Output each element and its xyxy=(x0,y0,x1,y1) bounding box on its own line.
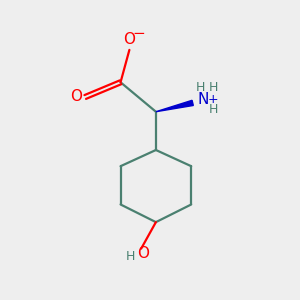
Text: O: O xyxy=(123,32,135,47)
Polygon shape xyxy=(156,100,193,112)
Text: +: + xyxy=(208,93,219,106)
Text: H: H xyxy=(209,81,219,94)
Text: O: O xyxy=(136,246,148,261)
Text: H: H xyxy=(208,103,218,116)
Text: −: − xyxy=(132,26,145,41)
Text: H: H xyxy=(126,250,136,262)
Text: H: H xyxy=(195,81,205,94)
Text: N: N xyxy=(197,92,209,107)
Text: O: O xyxy=(70,89,83,104)
